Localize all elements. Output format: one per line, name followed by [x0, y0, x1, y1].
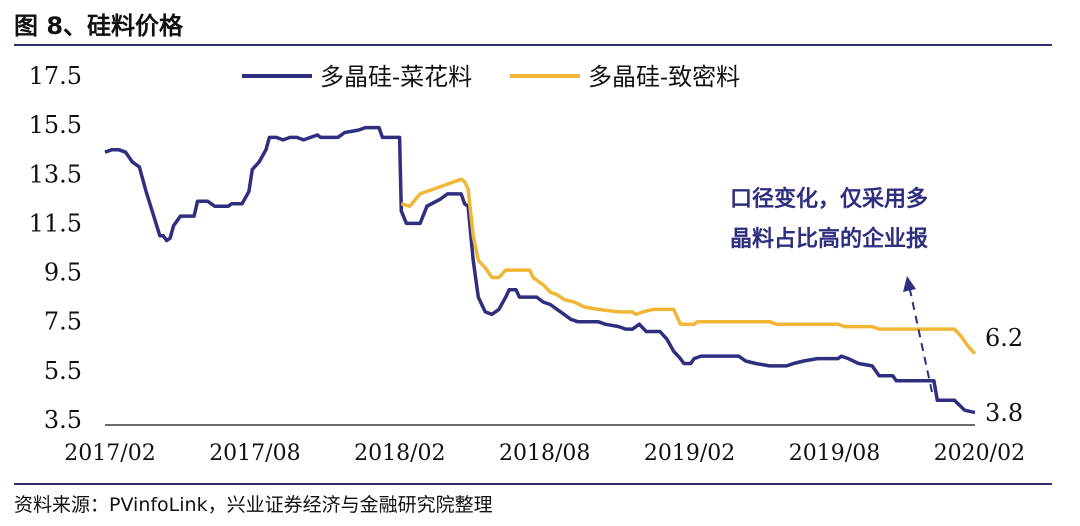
legend: 多晶硅-菜花料 多晶硅-致密料	[242, 63, 740, 91]
annotation-arrow-shaft	[909, 289, 933, 393]
y-tick-label: 11.5	[29, 209, 82, 237]
x-tick-label: 2019/08	[789, 441, 880, 466]
x-tick-label: 2017/08	[209, 441, 300, 466]
series-line-flake	[104, 125, 976, 415]
y-tick-label: 3.5	[44, 406, 82, 434]
end-label-flake: 3.8	[985, 399, 1023, 427]
figure-title: 图 8、硅料价格	[14, 12, 184, 40]
annotation: 口径变化，仅采用多 晶料占比高的企业报	[730, 186, 933, 393]
y-tick-label: 17.5	[29, 62, 82, 90]
legend-label-dense: 多晶硅-致密料	[588, 63, 740, 91]
title-divider	[14, 44, 1052, 46]
y-tick-label: 9.5	[44, 259, 82, 287]
y-tick-label: 5.5	[44, 357, 82, 385]
y-axis-ticks: 17.5 15.5 13.5 11.5 9.5 7.5 5.5 3.5	[29, 62, 82, 434]
end-label-dense: 6.2	[985, 324, 1023, 352]
series-line-dense	[400, 177, 977, 355]
y-tick-label: 7.5	[44, 308, 82, 336]
x-axis-ticks: 2017/02 2017/08 2018/02 2018/08 2019/02 2019/…	[64, 441, 1025, 466]
x-tick-label: 2020/02	[934, 441, 1025, 466]
x-tick-label: 2018/08	[499, 441, 590, 466]
y-tick-label: 13.5	[29, 160, 82, 188]
annotation-line-2: 晶料占比高的企业报	[730, 226, 928, 252]
y-tick-label: 15.5	[29, 111, 82, 139]
annotation-arrow-head	[903, 276, 916, 292]
annotation-line-1: 口径变化，仅采用多	[730, 186, 928, 212]
x-tick-label: 2018/02	[354, 441, 445, 466]
series-layer	[104, 125, 977, 415]
legend-label-flake: 多晶硅-菜花料	[320, 63, 472, 91]
x-tick-label: 2019/02	[644, 441, 735, 466]
x-tick-label: 2017/02	[64, 441, 155, 466]
footer-divider	[14, 483, 1052, 485]
source-note: 资料来源：PVinfoLink，兴业证券经济与金融研究院整理	[14, 494, 493, 516]
